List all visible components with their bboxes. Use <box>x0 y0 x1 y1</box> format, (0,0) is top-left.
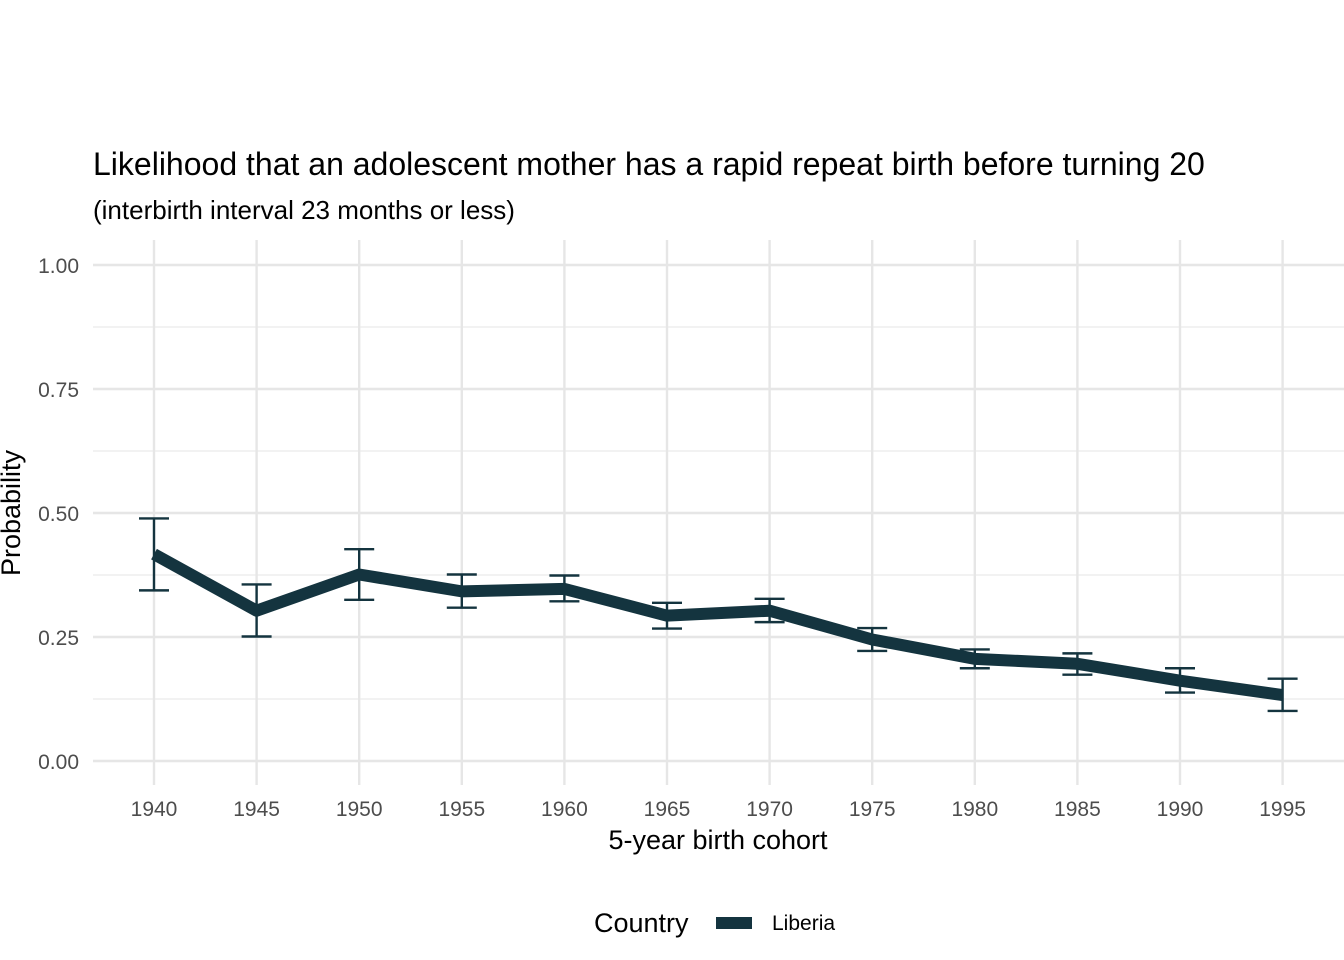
chart-subtitle: (interbirth interval 23 months or less) <box>93 195 515 225</box>
y-axis-title: Probability <box>0 449 26 576</box>
x-tick-label: 1950 <box>336 798 383 821</box>
x-axis-title: 5-year birth cohort <box>608 825 828 855</box>
x-tick-label: 1940 <box>131 798 178 821</box>
legend-title: Country <box>594 908 689 938</box>
x-tick-label: 1965 <box>644 798 691 821</box>
x-axis-tick-labels: 1940 1945 1950 1955 1960 1965 1970 1975 1980 1985… <box>131 798 1306 821</box>
legend-swatch-liberia <box>716 917 752 929</box>
chart-title: Likelihood that an adolescent mother has… <box>93 146 1205 182</box>
x-tick-label: 1970 <box>746 798 793 821</box>
legend-label-liberia: Liberia <box>772 912 835 935</box>
x-tick-label: 1990 <box>1157 798 1204 821</box>
x-tick-label: 1960 <box>541 798 588 821</box>
x-tick-label: 1980 <box>951 798 998 821</box>
x-tick-label: 1945 <box>233 798 280 821</box>
y-tick-label: 0.00 <box>38 751 79 774</box>
x-tick-label: 1955 <box>438 798 485 821</box>
grid-lines <box>93 240 1344 785</box>
y-tick-label: 0.25 <box>38 627 79 650</box>
y-tick-label: 0.75 <box>38 379 79 402</box>
x-tick-label: 1975 <box>849 798 896 821</box>
series-lines <box>151 548 1284 701</box>
y-tick-label: 1.00 <box>38 255 79 278</box>
y-tick-label: 0.50 <box>38 503 79 526</box>
y-axis-tick-labels: 0.00 0.25 0.50 0.75 1.00 <box>38 255 79 774</box>
series-line-liberia <box>151 548 1284 701</box>
x-tick-label: 1995 <box>1259 798 1306 821</box>
x-tick-label: 1985 <box>1054 798 1101 821</box>
legend: Country Liberia <box>594 908 835 938</box>
